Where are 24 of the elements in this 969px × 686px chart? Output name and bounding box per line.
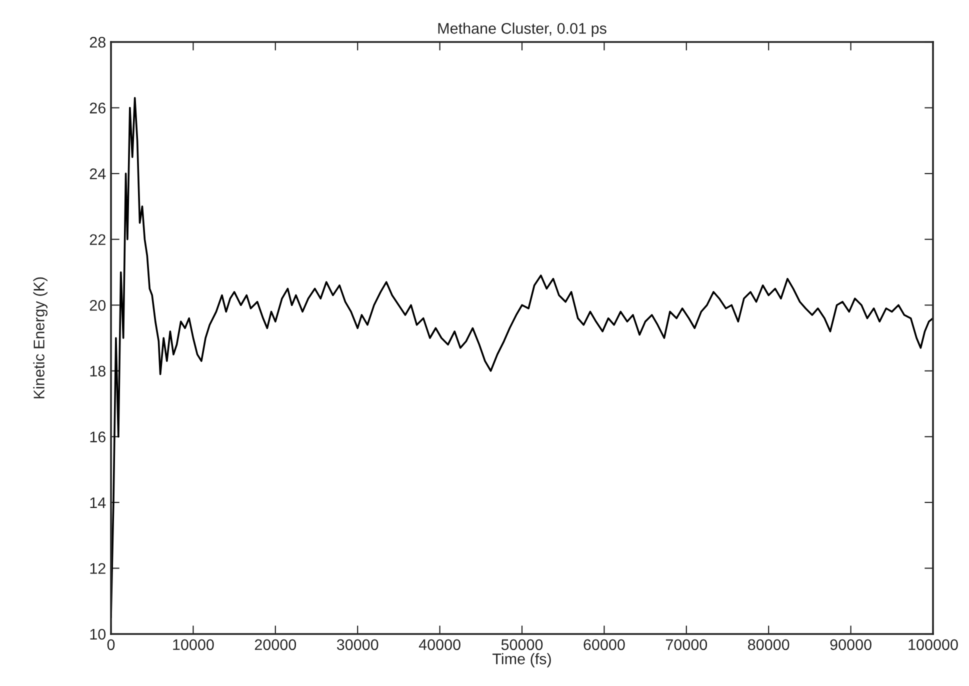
y-tick-label: 22 — [90, 234, 106, 245]
x-tick-label: 0 — [107, 639, 115, 650]
x-tick-label: 50000 — [501, 639, 543, 650]
y-tick-label: 16 — [90, 432, 106, 442]
y-tick-label: 12 — [90, 563, 106, 574]
x-tick-label: 10000 — [173, 639, 214, 650]
x-tick-label: 100000 — [908, 639, 958, 650]
x-axis-title: Time (fs) — [492, 653, 551, 668]
x-tick-label: 40000 — [418, 639, 460, 650]
x-tick-label: 30000 — [336, 639, 378, 650]
x-tick-label: 20000 — [254, 639, 296, 650]
y-tick-label: 10 — [90, 628, 106, 640]
x-tick-label: 70000 — [666, 639, 708, 650]
x-tick-label: 60000 — [584, 639, 625, 650]
y-tick-label: 20 — [90, 300, 106, 311]
chart-title: Methane Cluster, 0.01 ps — [438, 22, 606, 37]
y-tick-label: 24 — [90, 168, 106, 180]
x-tick-label: 90000 — [830, 639, 872, 650]
y-axis-title: Kinetic Energy (K) — [33, 277, 48, 398]
y-tick-label: 18 — [90, 366, 106, 377]
y-tick-label: 28 — [90, 36, 106, 48]
y-tick-label: 26 — [90, 102, 106, 114]
y-tick-label: 14 — [90, 497, 106, 508]
x-tick-label: 80000 — [748, 639, 790, 650]
